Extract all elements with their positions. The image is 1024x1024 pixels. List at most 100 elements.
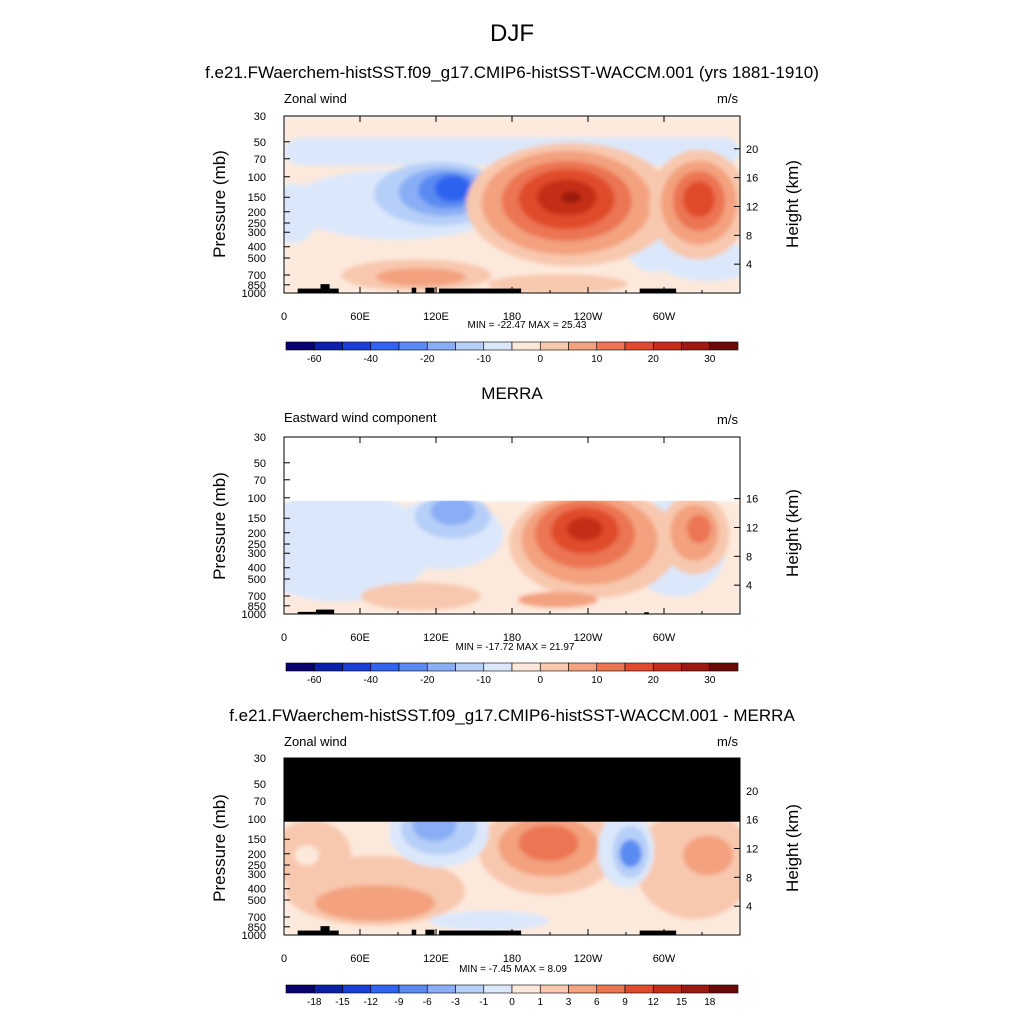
height-tick-label: 4 [746,901,752,913]
pressure-tick-label: 400 [248,242,266,254]
panel-2-title: MERRA [481,384,543,403]
longitude-tick-label: 0 [281,953,287,965]
colorbar-label: -15 [335,997,350,1008]
colorbar-swatch [624,341,654,351]
colorbar-label: -1 [479,997,488,1008]
colorbar-swatch [539,662,569,672]
figure-title: DJF [490,20,534,47]
contour-region [315,885,436,922]
colorbar-label: 15 [676,997,688,1008]
pressure-tick-label: 300 [248,548,266,560]
contour-region [360,582,481,611]
colorbar-swatch [313,341,343,351]
panel-1 [283,115,741,351]
colorbar-swatch [285,662,315,672]
panel-3-units-label: m/s [717,734,738,749]
height-tick-label: 12 [746,522,758,534]
contour-region [566,517,603,542]
colorbar-label: 0 [537,354,543,365]
pressure-tick-label: 850 [248,280,266,292]
pressure-tick-label: 50 [254,458,266,470]
height-tick-label: 8 [746,551,752,563]
topography-mask [315,609,335,614]
colorbar-label: 9 [622,997,628,1008]
colorbar-label: 30 [704,354,716,365]
contour-region [682,181,715,218]
longitude-tick-label: 120E [423,311,449,323]
topography-mask [297,288,326,293]
pressure-tick-label: 150 [248,513,266,525]
colorbar-swatch [398,662,428,672]
longitude-tick-label: 180 [503,953,521,965]
panel-3 [283,757,741,994]
topography-mask [329,288,339,293]
height-tick-label: 4 [746,259,752,271]
longitude-tick-label: 120W [574,632,603,644]
contour-region [429,910,550,931]
pressure-tick-label: 100 [248,172,266,184]
longitude-tick-label: 0 [281,632,287,644]
longitude-tick-label: 60E [350,953,370,965]
colorbar-label: -10 [477,675,492,686]
pressure-tick-label: 250 [248,539,266,551]
colorbar-label: -40 [364,354,379,365]
pressure-tick-label: 30 [254,753,266,765]
pressure-tick-label: 400 [248,884,266,896]
colorbar-swatch [539,984,569,994]
colorbar-swatch [483,662,513,672]
contour-region [517,591,598,608]
colorbar-swatch [511,662,541,672]
height-tick-label: 16 [746,494,758,506]
contour-region [686,515,711,544]
colorbar-swatch [568,984,598,994]
pressure-tick-label: 70 [254,475,266,487]
panel-1-min-max: MIN = -22.47 MAX = 25.43 [467,320,587,331]
colorbar-label: 0 [537,675,543,686]
panel-1-title: f.e21.FWaerchem-histSST.f09_g17.CMIP6-hi… [205,63,819,82]
pressure-tick-label: 500 [248,895,266,907]
colorbar-swatch [681,984,711,994]
topography-mask [320,284,330,293]
pressure-tick-label: 700 [248,912,266,924]
panel-1-variable-label: Zonal wind [284,91,347,106]
pressure-tick-label: 200 [248,207,266,219]
colorbar-swatch [539,341,569,351]
panel-2-field [284,437,740,614]
colorbar-label: -9 [395,997,404,1008]
colorbar-swatch [370,984,400,994]
pressure-tick-label: 30 [254,432,266,444]
colorbar-label: -18 [307,997,322,1008]
pressure-tick-label: 100 [248,493,266,505]
colorbar-swatch [652,662,682,672]
colorbar-swatch [652,341,682,351]
panel-2-units-label: m/s [717,412,738,427]
panel-3-min-max: MIN = -7.45 MAX = 8.09 [459,964,567,975]
longitude-tick-label: 60W [653,632,676,644]
pressure-tick-label: 300 [248,227,266,239]
height-tick-label: 16 [746,815,758,827]
panel-2-min-max: MIN = -17.72 MAX = 21.97 [455,642,575,653]
height-tick-label: 20 [746,786,758,798]
topography-mask [425,929,435,935]
colorbar-swatch [370,662,400,672]
panel-2 [283,436,741,672]
pressure-tick-label: 70 [254,154,266,166]
contour-region [375,268,466,287]
colorbar-label: 18 [704,997,716,1008]
colorbar-label: -60 [307,675,322,686]
longitude-tick-label: 180 [503,632,521,644]
pressure-tick-label: 30 [254,111,266,123]
colorbar-label: -3 [451,997,460,1008]
pressure-tick-label: 850 [248,922,266,934]
pressure-tick-label: 1000 [242,930,266,942]
pressure-tick-label: 500 [248,253,266,265]
colorbar-swatch [398,984,428,994]
topography-mask [639,288,677,293]
colorbar-swatch [313,984,343,994]
colorbar-swatch [568,341,598,351]
panel-1-field [284,116,740,293]
colorbar-swatch [455,662,485,672]
panel-1-units-label: m/s [717,91,738,106]
colorbar-label: 10 [591,675,603,686]
pressure-tick-label: 50 [254,137,266,149]
